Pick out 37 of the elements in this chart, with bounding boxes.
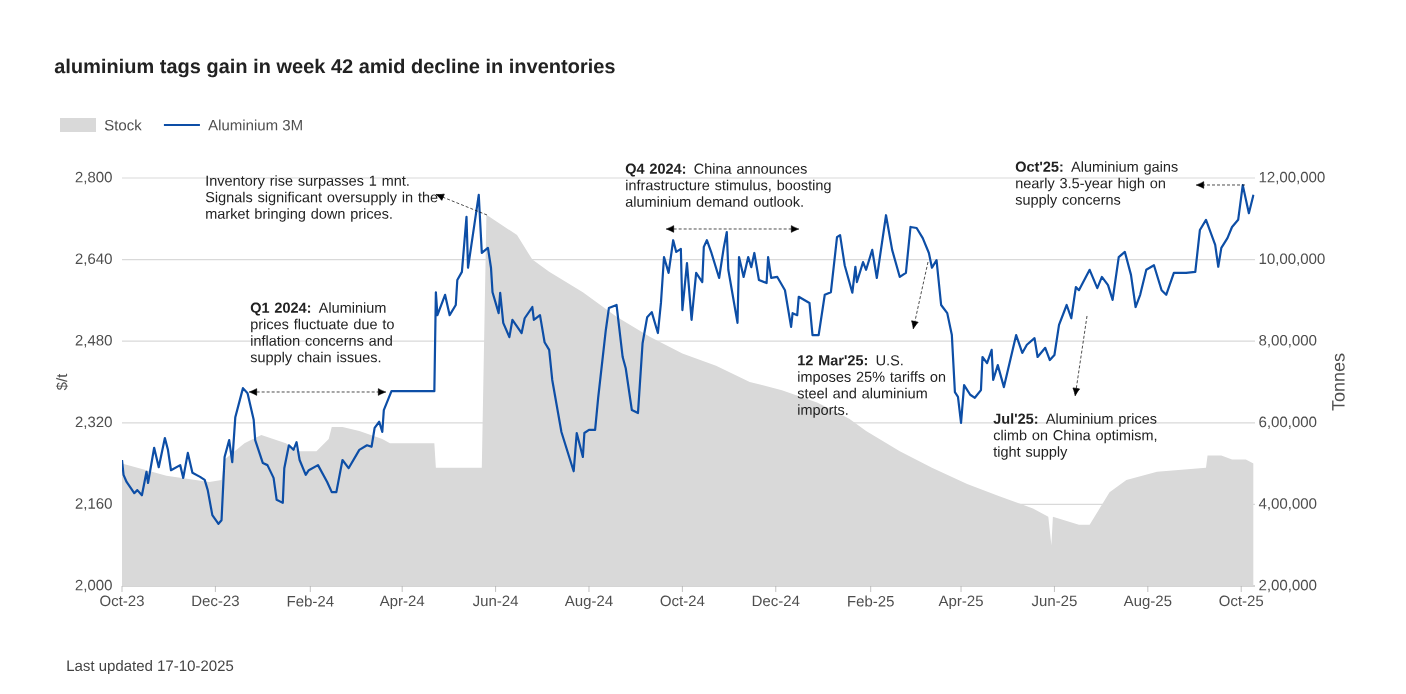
annotation: Jul'25: Aluminium prices climb on China optimism, tight supply — [993, 413, 1157, 460]
y2-tick-label: 12,00,000 — [1259, 171, 1325, 185]
x-tick-label: Jun-24 — [472, 595, 519, 607]
x-tick-label: Aug-24 — [564, 595, 613, 610]
x-tick-label: Apr-24 — [379, 595, 425, 610]
x-tick-label: Oct-23 — [100, 595, 144, 607]
x-tick-label: Feb-24 — [287, 595, 334, 607]
x-tick-label: Feb-25 — [848, 595, 894, 607]
y-tick-label: 2,000 — [75, 579, 112, 593]
y2-tick-label: 6,00,000 — [1259, 416, 1317, 429]
x-tick-label: Aug-25 — [1123, 595, 1172, 610]
y2-tick-label: 4,00,000 — [1258, 498, 1317, 511]
y2-tick-label: 8,00,000 — [1259, 335, 1317, 348]
annotation: 12 Mar'25: U.S. imposes 25% tariffs on steel and aluminium imports. — [797, 355, 946, 418]
x-tick-label: Apr-25 — [938, 595, 983, 610]
x-tick-label: Oct-24 — [660, 595, 705, 607]
annotation: Oct'25: Aluminium gains nearly 3.5-year high on supply concerns — [1015, 161, 1178, 208]
x-tick-label: Oct-25 — [1219, 595, 1264, 607]
chart-title: aluminium tags gain in week 42 amid decline in inventories — [54, 58, 615, 78]
annotation: Q1 2024: Aluminium prices fluctuate due to inflation concerns and supply chain issues. — [250, 302, 394, 366]
y-tick-label: 2,160 — [75, 498, 112, 511]
legend-label: Stock — [104, 119, 142, 131]
y-tick-label: 2,800 — [75, 171, 112, 185]
y2-axis-title: Tonnes — [1332, 353, 1345, 411]
annotation: Q4 2024: China announces infrastructure stimulus, boosting aluminium demand outlook. — [625, 163, 831, 207]
legend-label: Aluminium 3M — [208, 119, 302, 131]
y2-tick-label: 10,00,000 — [1259, 253, 1325, 266]
x-tick-label: Dec-23 — [192, 595, 239, 607]
y-tick-label: 2,320 — [75, 416, 112, 429]
annotation: Inventory rise surpasses 1 mnt. Signals significant oversupply in the market bringing down prices. — [205, 175, 438, 222]
y2-tick-label: 2,00,000 — [1259, 579, 1317, 593]
y-tick-label: 2,480 — [75, 335, 112, 348]
x-tick-label: Dec-24 — [752, 595, 800, 607]
y-axis-title: $/t — [55, 373, 69, 391]
y-tick-label: 2,640 — [75, 253, 112, 266]
text: Last updated 17-10-2025 — [67, 660, 234, 674]
x-tick-label: Jun-25 — [1031, 595, 1077, 607]
